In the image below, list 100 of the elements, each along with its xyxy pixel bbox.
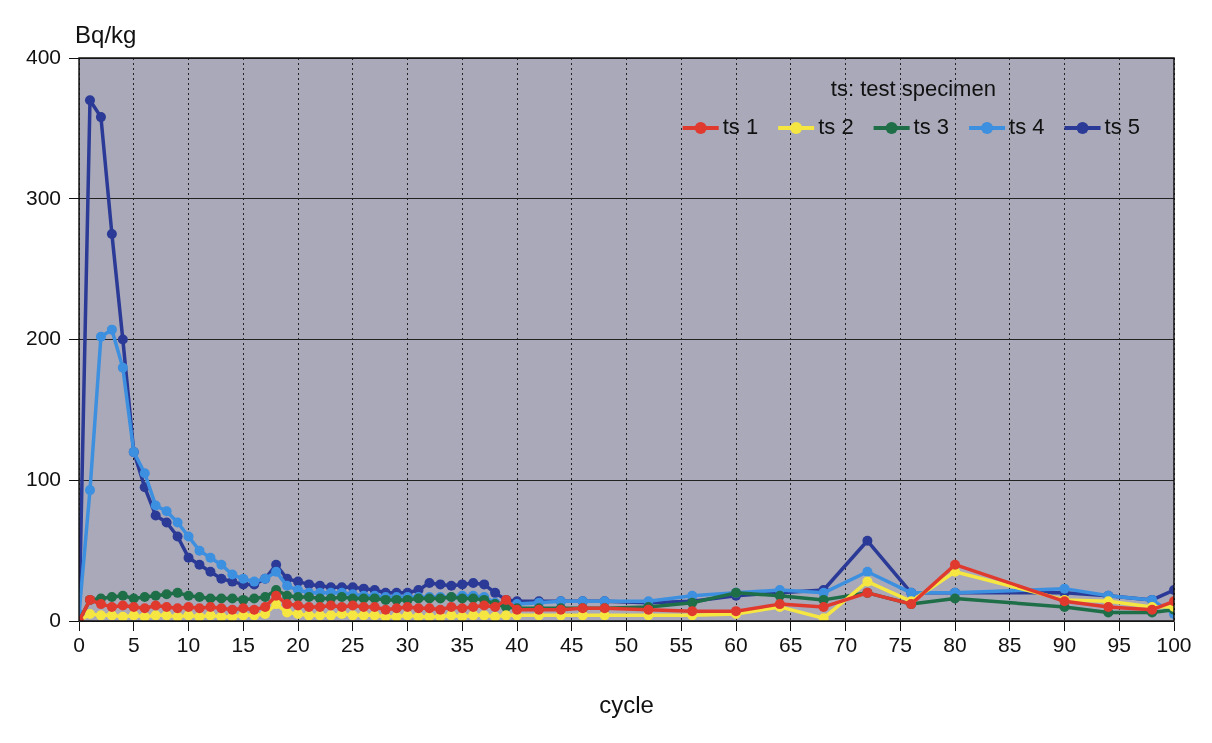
- point: [161, 517, 172, 528]
- point: [1103, 601, 1114, 612]
- point: [950, 593, 961, 604]
- point: [150, 500, 161, 511]
- point: [216, 593, 227, 604]
- x-tick-label: 55: [669, 633, 693, 657]
- point: [490, 611, 501, 621]
- point: [227, 593, 238, 604]
- point: [490, 587, 501, 598]
- point: [238, 603, 249, 614]
- point: [468, 578, 479, 588]
- y-tick-label: 100: [25, 467, 62, 491]
- point: [347, 610, 358, 621]
- x-tick-label: 10: [176, 633, 201, 657]
- point: [271, 590, 282, 601]
- point: [303, 579, 314, 590]
- y-tick-label: 300: [25, 185, 62, 209]
- point: [282, 599, 293, 610]
- point: [183, 601, 194, 612]
- point: [117, 362, 128, 373]
- point: [249, 593, 260, 604]
- point: [413, 603, 424, 614]
- x-tick-label: 50: [614, 633, 639, 657]
- point: [84, 608, 95, 619]
- point: [282, 607, 293, 618]
- point: [117, 334, 128, 345]
- x-tick-label: 0: [73, 633, 85, 657]
- point: [862, 566, 873, 577]
- point: [106, 592, 117, 603]
- point: [862, 576, 873, 587]
- point: [161, 506, 172, 517]
- legend-label: ts 4: [1009, 114, 1045, 140]
- point: [172, 603, 183, 614]
- point: [818, 601, 829, 612]
- point: [194, 545, 205, 556]
- point: [238, 594, 249, 605]
- point: [139, 592, 150, 603]
- point: [314, 593, 325, 604]
- point: [216, 603, 227, 614]
- point: [687, 606, 698, 617]
- point: [314, 601, 325, 612]
- x-axis-title: cycle: [599, 691, 654, 719]
- point: [161, 601, 172, 612]
- point: [303, 592, 314, 603]
- point: [325, 610, 336, 621]
- x-tick-label: 65: [779, 633, 803, 657]
- point: [336, 592, 347, 603]
- point: [172, 531, 183, 542]
- point: [95, 599, 106, 610]
- point: [402, 601, 413, 612]
- x-tick-label: 95: [1107, 633, 1131, 657]
- x-tick-label: 40: [505, 633, 529, 657]
- x-tick-label: 90: [1052, 633, 1077, 657]
- point: [391, 603, 402, 614]
- point: [194, 603, 205, 614]
- point: [84, 485, 95, 496]
- point: [150, 600, 161, 611]
- point: [358, 601, 369, 612]
- point: [139, 603, 150, 614]
- x-tick-label: 25: [341, 633, 365, 657]
- point: [271, 566, 282, 577]
- x-tick-label: 85: [998, 633, 1022, 657]
- point: [457, 603, 468, 614]
- point: [194, 559, 205, 570]
- point: [150, 510, 161, 521]
- legend-label: ts 1: [722, 114, 759, 140]
- point: [183, 552, 194, 563]
- point: [303, 601, 314, 612]
- point: [950, 559, 961, 570]
- point: [117, 611, 128, 621]
- point: [183, 531, 194, 542]
- point: [424, 578, 435, 588]
- point: [435, 579, 446, 590]
- x-tick-label: 15: [231, 633, 255, 657]
- y-tick-label: 400: [25, 44, 62, 68]
- point: [216, 559, 227, 570]
- point: [95, 112, 106, 123]
- x-tick-label: 60: [724, 633, 748, 657]
- point: [479, 600, 490, 611]
- point: [150, 610, 161, 621]
- point: [172, 517, 183, 528]
- legend-label: ts 2: [818, 114, 854, 140]
- point: [862, 535, 873, 546]
- point: [139, 468, 150, 479]
- point: [468, 601, 479, 612]
- point: [479, 610, 490, 621]
- point: [818, 613, 829, 621]
- point: [205, 552, 216, 563]
- x-tick-label: 20: [286, 633, 310, 657]
- point: [172, 587, 183, 598]
- y-axis-title: Bq/kg: [75, 20, 137, 48]
- y-tick-label: 200: [25, 326, 62, 350]
- point: [128, 601, 139, 612]
- x-tick-label: 80: [943, 633, 967, 657]
- point: [95, 331, 106, 342]
- legend-title: ts: test specimen: [830, 76, 996, 102]
- x-tick-label: 35: [450, 633, 474, 657]
- point: [446, 580, 457, 591]
- x-tick-label: 100: [1156, 633, 1192, 657]
- point: [282, 580, 293, 591]
